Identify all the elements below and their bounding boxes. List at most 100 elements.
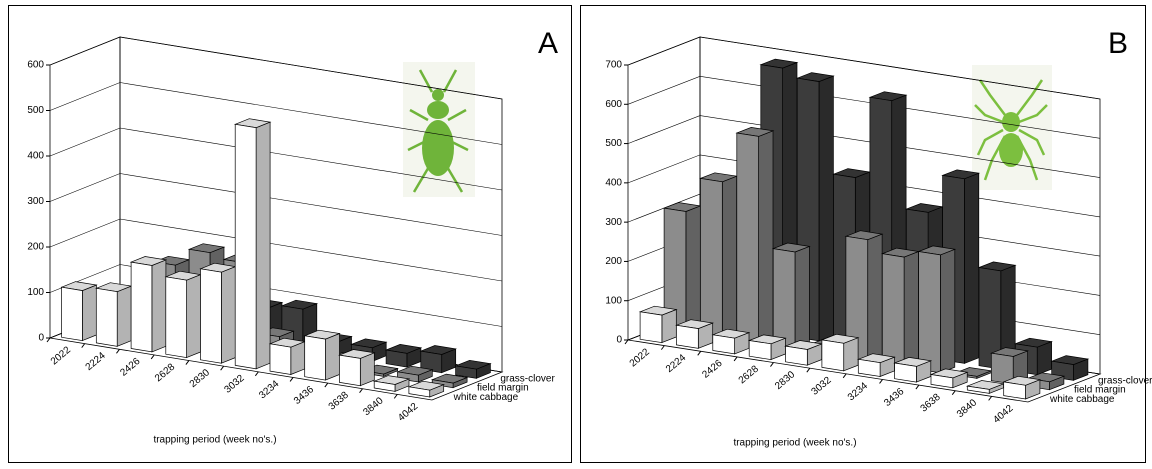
bar-front [640, 312, 662, 343]
bar [1004, 376, 1040, 399]
bar-side [940, 249, 954, 372]
bar [456, 360, 491, 378]
x-tick [360, 389, 363, 393]
bar-side [187, 275, 201, 358]
bar [700, 173, 736, 339]
chart-panel: 0100200300400500600700202222242426262828… [605, 27, 1152, 449]
x-tick-label: 3638 [919, 392, 943, 415]
y-tick-label: 200 [605, 256, 622, 267]
x-tick [625, 340, 628, 344]
figure: 0100200300400500600202222242426262828303… [0, 0, 1152, 469]
bar-front [713, 335, 735, 354]
grid-line [50, 219, 502, 281]
x-tick-label: 2426 [118, 356, 142, 379]
x-tick-label: 4042 [991, 403, 1015, 426]
y-tick-label: 0 [616, 335, 622, 346]
bar-front [749, 341, 771, 360]
x-tick-label: 3234 [846, 380, 870, 403]
x-tick [186, 361, 189, 365]
x-tick-label: 4042 [396, 401, 420, 424]
bar-side [686, 206, 700, 333]
y-tick-label: 300 [27, 196, 44, 207]
x-tick [151, 355, 154, 359]
bar [676, 320, 712, 349]
y-tick-label: 600 [605, 99, 622, 110]
x-tick-label: 2426 [700, 358, 724, 381]
x-tick [843, 374, 846, 378]
bar-side [326, 334, 340, 381]
bar-front [822, 340, 844, 371]
x-tick-label: 2022 [628, 346, 652, 369]
x-tick-label: 3436 [292, 384, 316, 407]
bar [166, 271, 201, 357]
bar-side [759, 131, 773, 345]
series-label: grass-clover [1098, 375, 1152, 386]
x-axis-label: trapping period (week no's.) [153, 435, 276, 446]
bar [201, 263, 236, 363]
bar-front [895, 363, 917, 382]
bar [882, 248, 918, 367]
bar-side [904, 252, 918, 368]
x-tick [221, 366, 224, 370]
x-tick [82, 344, 85, 348]
y-tick-label: 100 [605, 295, 622, 306]
bar-front [773, 249, 795, 351]
x-tick-label: 2628 [737, 363, 761, 386]
y-tick-label: 600 [27, 60, 44, 71]
bar-front [62, 287, 83, 340]
x-tick [770, 363, 773, 367]
x-tick-label: 3638 [327, 390, 351, 413]
bar-side [221, 267, 235, 364]
bar-front [700, 178, 722, 339]
y-tick-label: 400 [27, 151, 44, 162]
x-tick [807, 368, 810, 372]
bar-side [964, 173, 978, 363]
y-tick-label: 500 [27, 105, 44, 116]
bar [96, 283, 131, 347]
bar-side [256, 122, 270, 369]
bar [305, 330, 340, 380]
bar [749, 335, 785, 360]
bar [131, 257, 166, 352]
x-tick [989, 396, 992, 400]
x-tick [47, 338, 50, 342]
bar-side [152, 260, 166, 352]
x-tick [880, 379, 883, 383]
bar-side [82, 285, 96, 341]
bar-front [166, 277, 187, 358]
spider-icon [972, 65, 1052, 190]
x-tick [394, 394, 397, 398]
x-tick [952, 391, 955, 395]
bar [270, 338, 305, 374]
y-tick-label: 0 [38, 333, 44, 344]
bar [235, 119, 270, 369]
bar [773, 243, 809, 350]
bar-side [795, 246, 809, 350]
x-tick [661, 346, 664, 350]
x-axis-label: trapping period (week no's.) [733, 438, 856, 449]
y-tick-label: 200 [27, 242, 44, 253]
x-tick [698, 351, 701, 355]
beetle-icon [403, 62, 475, 197]
bar [713, 329, 749, 354]
x-tick [325, 383, 328, 387]
bar-side [722, 176, 736, 339]
bar [967, 381, 1003, 394]
y-tick-label: 300 [605, 217, 622, 228]
bar-front [786, 346, 808, 365]
bar [386, 344, 421, 367]
bar-front [676, 325, 698, 348]
bar-front [858, 359, 880, 376]
bar-front [270, 344, 291, 375]
x-tick-label: 2022 [49, 344, 73, 367]
x-tick-label: 3840 [361, 395, 385, 418]
chart-panel: 0100200300400500600202222242426262828303… [27, 27, 558, 446]
bar [858, 354, 894, 377]
bar-front [96, 288, 117, 346]
bar-front [235, 124, 256, 368]
bar-front [339, 355, 360, 386]
x-tick-label: 3032 [810, 375, 834, 398]
bar [409, 381, 444, 397]
x-tick [255, 372, 258, 376]
bar [374, 376, 409, 392]
